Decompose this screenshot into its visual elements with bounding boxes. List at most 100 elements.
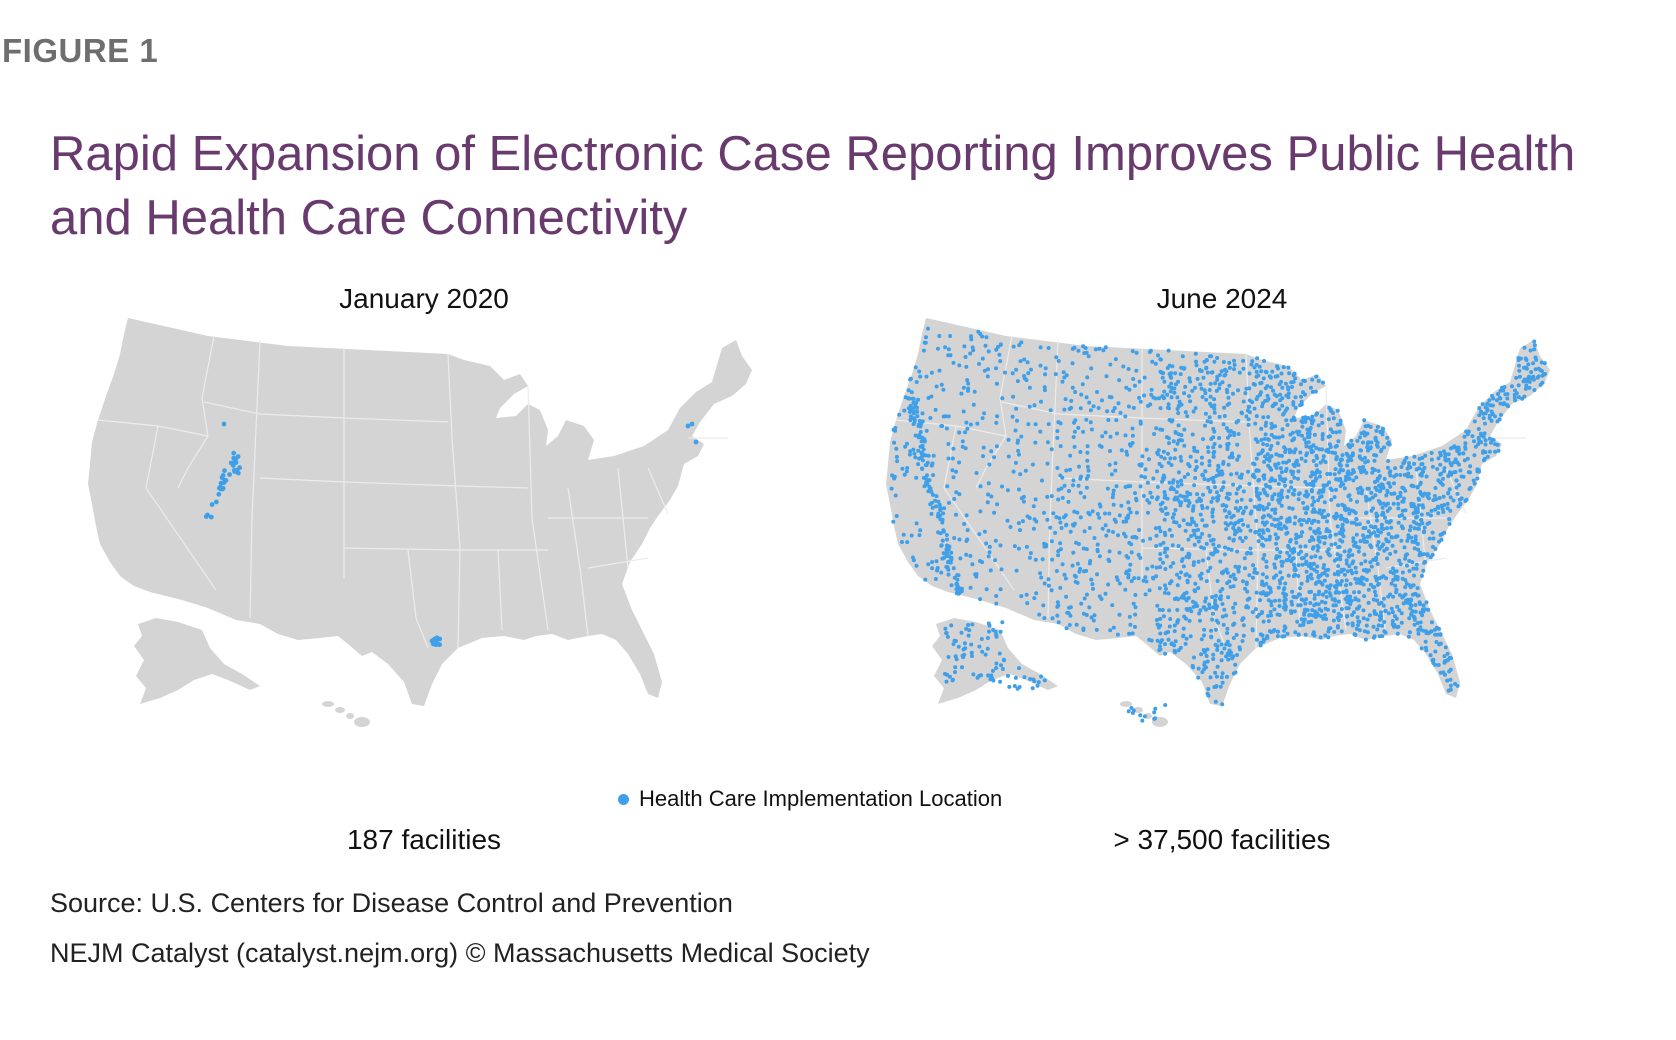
facility-dot — [1392, 481, 1396, 486]
facility-dot — [1306, 574, 1311, 579]
legend-label: Health Care Implementation Location — [639, 786, 1003, 811]
facility-dot — [1348, 548, 1353, 553]
facility-dot — [957, 492, 962, 497]
facility-dot — [1181, 626, 1186, 631]
facility-dot — [1260, 536, 1265, 540]
facility-dot — [1382, 476, 1387, 481]
facility-dot — [1147, 637, 1152, 642]
facility-dot — [1209, 634, 1214, 639]
facility-dot — [1127, 540, 1132, 545]
facility-dot — [1149, 392, 1154, 397]
facility-dot — [1448, 656, 1453, 661]
facility-dot — [228, 460, 234, 466]
facility-dot — [978, 597, 983, 602]
facility-dot — [979, 673, 983, 678]
facility-dot — [1392, 474, 1397, 479]
facility-dot — [1262, 583, 1266, 588]
facility-dot — [1369, 508, 1374, 513]
facility-dot — [1241, 509, 1246, 514]
facility-dot — [208, 514, 214, 520]
facility-dot — [1280, 576, 1285, 580]
facility-dot — [1172, 520, 1176, 524]
facility-dot — [1462, 434, 1467, 439]
facility-dot — [1258, 491, 1263, 496]
facility-dot — [1107, 549, 1112, 554]
facility-dot — [1479, 409, 1483, 414]
facility-dot — [1288, 539, 1293, 544]
facility-dot — [1074, 622, 1079, 627]
facility-dot — [960, 665, 964, 670]
facility-dot — [1166, 436, 1171, 441]
facility-dot — [926, 453, 931, 458]
facility-dot — [1299, 382, 1303, 387]
facility-dot — [929, 370, 934, 375]
facility-dot — [1381, 596, 1386, 601]
facility-dot — [909, 408, 914, 413]
facility-dot — [1347, 511, 1352, 516]
facility-dot — [1275, 634, 1280, 639]
facility-dot — [1276, 493, 1281, 498]
facility-dot — [1333, 451, 1338, 456]
facility-dot — [934, 559, 939, 564]
facility-dot — [1345, 453, 1350, 458]
facility-dot — [1055, 600, 1060, 605]
facility-dot — [693, 439, 699, 445]
facility-dot — [1173, 382, 1178, 387]
facility-dot — [1193, 476, 1198, 480]
facility-dot — [949, 557, 954, 562]
facility-dot — [1198, 535, 1203, 540]
facility-dot — [1333, 541, 1338, 546]
facility-dot — [951, 642, 956, 647]
facility-dot — [1147, 457, 1151, 462]
facility-dot — [922, 439, 927, 444]
facility-dot — [1415, 526, 1420, 531]
facility-dot — [1013, 675, 1018, 680]
facility-dot — [1332, 609, 1336, 614]
facility-dot — [1397, 558, 1402, 563]
facility-dot — [1518, 356, 1523, 361]
facility-dot — [1211, 451, 1216, 456]
facility-dot — [1247, 573, 1252, 578]
facility-dot — [1179, 500, 1184, 505]
facility-dot — [1283, 408, 1288, 413]
facility-dot — [1181, 518, 1186, 523]
facility-dot — [1418, 480, 1423, 485]
facility-dot — [1283, 381, 1288, 386]
facility-dot — [1182, 475, 1187, 479]
facility-dot — [1191, 520, 1196, 525]
facility-dot — [1154, 426, 1159, 431]
facility-dot — [943, 626, 948, 631]
facility-dot — [1274, 554, 1279, 559]
facility-dot — [1321, 508, 1326, 513]
facility-dot — [1157, 396, 1162, 401]
facility-dot — [1232, 362, 1237, 367]
facility-dot — [1067, 407, 1072, 411]
facility-dot — [910, 555, 915, 560]
facility-dot — [1412, 616, 1417, 620]
facility-dot — [1283, 581, 1288, 586]
facility-dot — [1316, 602, 1321, 607]
facility-dot — [1127, 614, 1132, 619]
facility-dot — [955, 573, 960, 578]
facility-dot — [1143, 475, 1147, 480]
facility-dot — [1430, 464, 1435, 469]
facility-dot — [1103, 511, 1107, 516]
facility-dot — [1372, 458, 1377, 463]
facility-dot — [1220, 680, 1225, 685]
facility-dot — [1070, 361, 1075, 366]
facility-dot — [1354, 606, 1359, 611]
facility-dot — [1055, 435, 1060, 440]
facility-dot — [1442, 659, 1447, 664]
facility-dot — [1286, 391, 1291, 396]
facility-dot — [1028, 677, 1033, 681]
map-left-count: 187 facilities — [346, 824, 502, 855]
facility-dot — [1070, 563, 1075, 568]
facility-dot — [949, 550, 954, 555]
facility-dot — [1355, 615, 1360, 620]
facility-dot — [1148, 536, 1153, 541]
facility-dot — [1464, 429, 1469, 434]
facility-dot — [1391, 594, 1396, 599]
facility-dot — [1267, 458, 1272, 463]
facility-dot — [1140, 454, 1145, 459]
facility-dot — [1028, 551, 1033, 556]
